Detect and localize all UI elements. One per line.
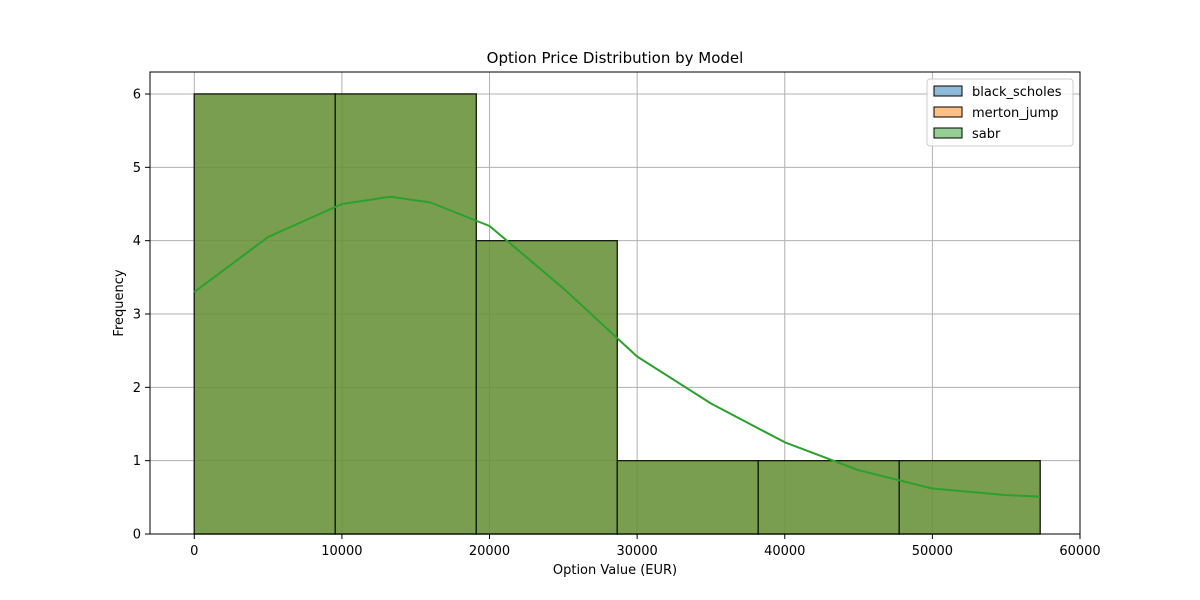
x-tick-label: 50000 <box>912 544 953 559</box>
chart-title: Option Price Distribution by Model <box>487 49 744 67</box>
axis-ticks: 0 10000 20000 30000 40000 50000 60000 0 1 2 3 4 5 6 <box>133 88 1101 560</box>
bar-sabr <box>193 93 336 535</box>
bar-sabr <box>757 460 900 535</box>
kde-curves <box>193 195 1041 498</box>
bar-sabr <box>898 460 1041 535</box>
y-tick-label: 6 <box>133 88 141 103</box>
x-tick-label: 60000 <box>1059 544 1100 559</box>
x-tick-label: 0 <box>190 544 198 559</box>
legend-swatch-sabr <box>933 127 963 139</box>
x-tick-label: 10000 <box>321 544 362 559</box>
histogram-bars <box>193 93 1041 535</box>
y-tick-label: 4 <box>133 234 141 249</box>
legend-label-merton_jump: merton_jump <box>972 106 1059 121</box>
y-tick-label: 3 <box>133 308 141 323</box>
legend-box <box>926 78 1074 147</box>
x-axis-label: Option Value (EUR) <box>553 563 677 578</box>
axes-frame <box>149 71 1081 535</box>
legend-label-sabr: sabr <box>972 127 1001 142</box>
kde-curve <box>193 195 1041 498</box>
y-axis-label: Frequency <box>112 269 127 336</box>
legend-swatch-merton_jump <box>933 106 963 118</box>
bar-sabr <box>616 460 759 535</box>
bar-sabr <box>334 93 477 535</box>
y-tick-label: 5 <box>133 161 141 176</box>
bar-sabr <box>475 240 618 535</box>
legend-label-black_scholes: black_scholes <box>972 85 1062 100</box>
legend-swatch-black_scholes <box>933 85 963 97</box>
y-tick-label: 1 <box>133 454 141 469</box>
y-tick-label: 0 <box>133 528 141 543</box>
x-tick-label: 30000 <box>616 544 657 559</box>
y-tick-label: 2 <box>133 381 141 396</box>
x-tick-label: 20000 <box>469 544 510 559</box>
x-tick-label: 40000 <box>764 544 805 559</box>
